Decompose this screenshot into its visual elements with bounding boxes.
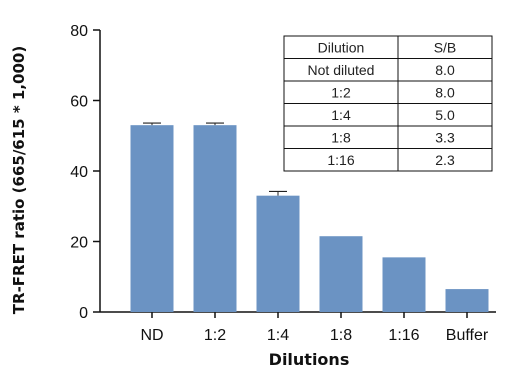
y-tick-label: 80 xyxy=(70,23,88,40)
sb-table: Dilution S/B Not diluted 8.0 1:2 8.0 1:4 5.0 1:8… xyxy=(283,35,493,172)
y-tick-label: 0 xyxy=(79,305,88,322)
table-cell: 1:16 xyxy=(327,152,354,168)
x-axis-title: Dilutions xyxy=(269,350,350,369)
bar xyxy=(256,195,300,312)
bar xyxy=(193,125,237,312)
bar xyxy=(319,236,363,312)
bar xyxy=(382,257,426,312)
table-cell: 2.3 xyxy=(435,152,455,168)
table-cell: 5.0 xyxy=(435,107,455,123)
x-tick-label: ND xyxy=(140,327,163,344)
x-tick-label: 1:4 xyxy=(267,327,289,344)
bars xyxy=(130,122,489,312)
table-header-cell: S/B xyxy=(434,39,457,55)
bar xyxy=(445,289,489,312)
y-tick-label: 60 xyxy=(70,94,88,111)
x-ticks: ND 1:2 1:4 1:8 1:16 Buffer xyxy=(140,312,489,344)
table-cell: 1:2 xyxy=(331,84,351,100)
x-tick-label: 1:16 xyxy=(388,327,419,344)
bar xyxy=(130,125,174,312)
table-header-cell: Dilution xyxy=(318,39,365,55)
table-cell: 8.0 xyxy=(435,62,455,78)
x-tick-label: 1:2 xyxy=(204,327,226,344)
x-tick-label: Buffer xyxy=(446,327,489,344)
table-cell: Not diluted xyxy=(308,62,375,78)
table-cell: 3.3 xyxy=(435,129,455,145)
y-tick-label: 20 xyxy=(70,235,88,252)
y-axis-title: TR-FRET ratio (665/615 * 1,000) xyxy=(10,46,28,314)
x-tick-label: 1:8 xyxy=(330,327,352,344)
y-tick-label: 40 xyxy=(70,164,88,181)
table-cell: 1:8 xyxy=(331,129,351,145)
table-cell: 8.0 xyxy=(435,84,455,100)
y-ticks: 0 20 40 60 80 xyxy=(70,23,100,322)
table-cell: 1:4 xyxy=(331,107,351,123)
